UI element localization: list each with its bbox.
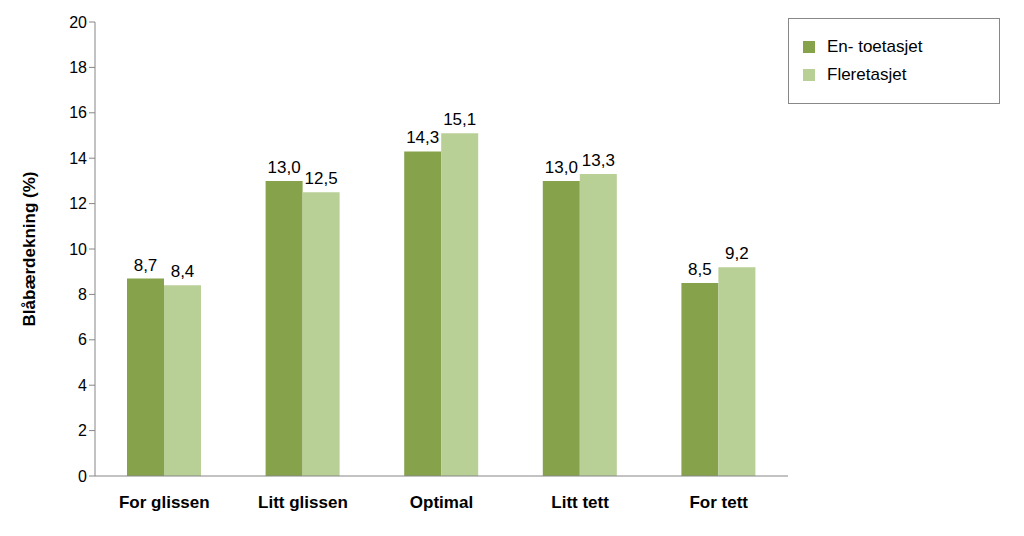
svg-text:Blåbærdekning (%): Blåbærdekning (%) (20, 172, 39, 327)
svg-text:20: 20 (69, 14, 87, 31)
svg-text:For glissen: For glissen (119, 493, 210, 512)
svg-text:Litt tett: Litt tett (551, 493, 609, 512)
html-text:En- toetasjet: En- toetasjet (827, 37, 923, 56)
svg-text:13,0: 13,0 (545, 158, 578, 177)
svg-text:8,5: 8,5 (688, 260, 712, 279)
svg-text:Litt glissen: Litt glissen (258, 493, 348, 512)
svg-text:2: 2 (78, 422, 87, 439)
svg-text:10: 10 (69, 241, 87, 258)
svg-text:6: 6 (78, 331, 87, 348)
svg-text:16: 16 (69, 104, 87, 121)
svg-text:8,4: 8,4 (171, 262, 195, 281)
svg-text:9,2: 9,2 (725, 244, 749, 263)
svg-text:8: 8 (78, 286, 87, 303)
svg-text:18: 18 (69, 59, 87, 76)
svg-text:12: 12 (69, 195, 87, 212)
svg-text:12,5: 12,5 (305, 169, 338, 188)
html-text:Fleretasjet: Fleretasjet (827, 65, 907, 84)
svg-text:15,1: 15,1 (443, 110, 476, 129)
svg-text:14,3: 14,3 (406, 128, 439, 147)
svg-text:0: 0 (78, 468, 87, 485)
svg-text:14: 14 (69, 150, 87, 167)
svg-text:8,7: 8,7 (134, 256, 158, 275)
svg-text:4: 4 (78, 377, 87, 394)
svg-text:13,3: 13,3 (582, 151, 615, 170)
svg-text:13,0: 13,0 (268, 158, 301, 177)
svg-text:For tett: For tett (689, 493, 748, 512)
svg-text:Optimal: Optimal (410, 493, 473, 512)
